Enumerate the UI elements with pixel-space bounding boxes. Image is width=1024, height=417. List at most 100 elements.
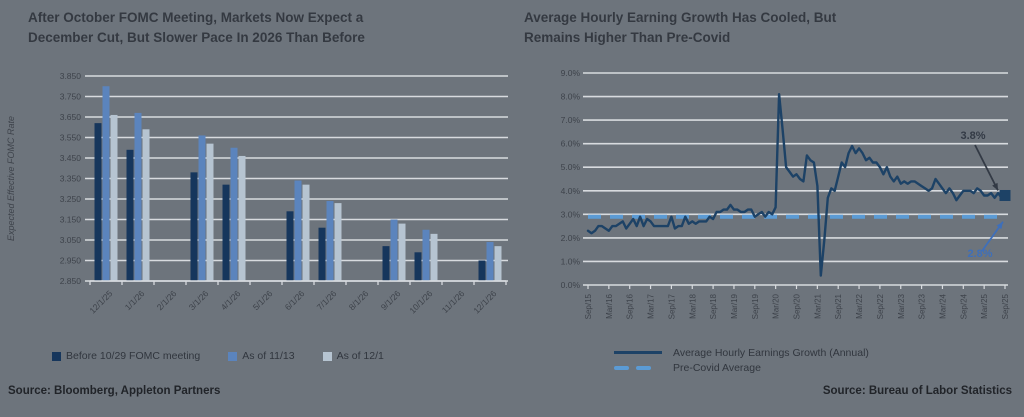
x-axis-tick-label: 12/1/25 (87, 288, 114, 315)
bar (430, 233, 438, 281)
x-axis-tick-label: 2/1/26 (155, 288, 179, 312)
bar (398, 223, 406, 281)
bar (326, 201, 334, 281)
x-axis-tick-label: Mar/17 (647, 293, 656, 318)
y-axis-tick-label: 1.0% (561, 256, 581, 266)
annotation-arrow (974, 144, 999, 191)
end-value-annotation: 3.8% (960, 130, 985, 142)
bar (94, 123, 102, 282)
x-axis-tick-label: Sep/18 (709, 293, 718, 319)
fomc-expectations-bar-chart: 2.850 2.950 3.050 3.150 3.250 3.350 3.450 3.550… (6, 71, 508, 315)
y-axis-tick-label: 3.750 (60, 92, 82, 102)
x-axis-tick-label: 8/1/26 (347, 288, 371, 312)
x-axis-tick-label: Sep/17 (667, 293, 676, 319)
bar (422, 229, 430, 281)
bar (486, 242, 494, 281)
bar (102, 86, 110, 281)
x-axis-tick-label: Sep/22 (876, 293, 885, 319)
line (614, 351, 662, 354)
bar (142, 129, 150, 281)
x-axis-tick-label: Mar/21 (813, 293, 822, 318)
y-axis-tick-label: 3.550 (60, 133, 82, 143)
bar (190, 172, 198, 281)
x-axis-tick-label: 1/1/26 (123, 288, 147, 312)
title-line: Remains Higher Than Pre-Covid (524, 30, 731, 46)
y-axis-tick-label: 3.250 (60, 194, 82, 204)
x-axis-tick-label: Mar/16 (605, 293, 614, 318)
pre-covid-annotation: 2.8% (967, 248, 992, 260)
y-axis-tick-label: 7.0% (561, 115, 581, 125)
legend-item: As of 11/13 (228, 350, 295, 362)
legend-item: Before 10/29 FOMC meeting (52, 350, 200, 362)
y-axis-tick-label: 0.0% (561, 280, 581, 290)
x-axis-tick-label: Mar/24 (938, 293, 947, 318)
solid-line-sample (614, 351, 666, 354)
y-axis-tick-label: 2.850 (60, 276, 82, 286)
legend-label: Before 10/29 FOMC meeting (66, 350, 201, 362)
y-axis-tick-label: 2.950 (60, 256, 82, 266)
dash (636, 365, 651, 370)
y-axis-tick-label: 9.0% (561, 68, 581, 78)
title-line: Average Hourly Earning Growth Has Cooled… (524, 10, 837, 25)
y-axis-tick-label: 3.050 (60, 235, 82, 245)
x-axis-tick-label: Sep/19 (751, 293, 760, 319)
x-axis-tick-label: Sep/24 (959, 293, 968, 319)
dash (614, 365, 629, 370)
y-axis-tick-label: 4.0% (561, 186, 581, 196)
bar (382, 246, 390, 281)
left-chart-title: After October FOMC Meeting, Markets Now … (28, 8, 458, 49)
x-axis-tick-label: 9/1/26 (379, 288, 403, 312)
legend-label: Average Hourly Earnings Growth (Annual) (673, 346, 869, 359)
x-axis-tick-label: Sep/25 (1001, 293, 1010, 319)
bar (478, 260, 486, 281)
series-end-marker (999, 189, 1011, 201)
title-line: December Cut, But Slower Pace In 2026 Th… (28, 30, 365, 46)
y-axis-tick-label: 3.150 (60, 215, 82, 225)
legend-item: As of 12/1 (322, 350, 384, 362)
y-axis-tick-label: 3.850 (60, 71, 82, 81)
x-axis-tick-label: 12/1/26 (471, 288, 498, 315)
bar (286, 211, 294, 281)
annotation-arrowhead (992, 182, 998, 191)
legend-item: Average Hourly Earnings Growth (Annual) (614, 345, 869, 360)
x-axis-tick-label: Sep/23 (918, 293, 927, 319)
bar (494, 246, 502, 281)
legend-swatch (52, 351, 61, 361)
bar (390, 219, 398, 281)
x-axis-tick-label: Sep/21 (834, 293, 843, 319)
bar (126, 149, 134, 281)
x-axis-tick-label: Mar/22 (855, 293, 864, 318)
y-axis-tick-label: 3.0% (561, 209, 581, 219)
legend-label: As of 11/13 (242, 350, 295, 362)
bar (294, 180, 302, 281)
x-axis-tick-label: Sep/15 (584, 293, 593, 319)
x-axis-tick-label: Mar/23 (897, 293, 906, 318)
y-axis-tick-label: 3.450 (60, 153, 82, 163)
bar (222, 184, 230, 281)
bar (302, 184, 310, 281)
title-line: After October FOMC Meeting, Markets Now … (28, 10, 364, 25)
y-axis-tick-label: 5.0% (561, 162, 581, 172)
bar (238, 155, 246, 281)
dashed-line-sample (614, 365, 666, 370)
left-source-text: Source: Bloomberg, Appleton Partners (8, 385, 221, 397)
bar (318, 227, 326, 281)
x-axis-tick-label: 6/1/26 (283, 288, 307, 312)
y-axis-tick-label: 6.0% (561, 139, 581, 149)
y-axis-tick-label: 3.350 (60, 174, 82, 184)
bar (198, 135, 206, 281)
x-axis-tick-label: Mar/20 (772, 293, 781, 318)
x-axis-tick-label: 10/1/26 (407, 288, 434, 315)
right-chart-legend: Average Hourly Earnings Growth (Annual) P… (614, 345, 869, 375)
x-axis-tick-label: Sep/16 (626, 293, 635, 319)
bar (334, 203, 342, 281)
x-axis-tick-label: 4/1/26 (219, 288, 243, 312)
x-axis-tick-label: Sep/20 (793, 293, 802, 319)
earnings-growth-line-chart: 0.0% 1.0% 2.0% 3.0% 4.0% 5.0% 6.0% 7.0% 8.0% 9.0%… (561, 68, 1011, 319)
bar (134, 112, 142, 282)
bar (206, 143, 214, 281)
y-axis-title: Expected Effective FOMC Rate (6, 116, 16, 241)
y-axis-tick-label: 2.0% (561, 233, 581, 243)
x-axis-tick-label: 5/1/26 (251, 288, 275, 312)
